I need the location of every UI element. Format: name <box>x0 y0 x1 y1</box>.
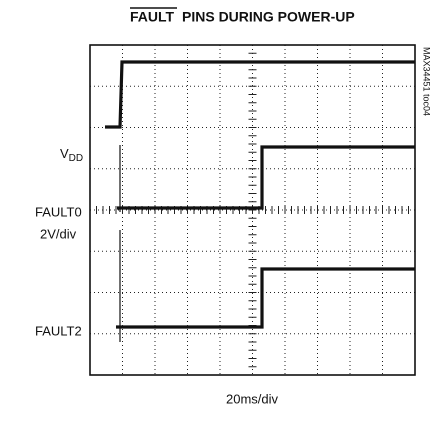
title-overlined: FAULT <box>130 9 175 25</box>
figure-id: MAX34451 toc04 <box>422 47 432 116</box>
vdd-main: V <box>60 146 69 161</box>
fault0-trace <box>117 145 415 210</box>
vertical-scale: 2V/div <box>40 226 77 241</box>
graticule-frame <box>89 44 416 376</box>
fault2-trace <box>116 267 415 329</box>
horizontal-scale: 20ms/div <box>226 391 279 406</box>
traces <box>105 60 415 342</box>
title: FAULT PINS DURING POWER-UP <box>130 7 355 25</box>
vdd-sub: DD <box>69 153 83 164</box>
title-rest: PINS DURING POWER-UP <box>182 9 355 25</box>
vdd-label: VDD <box>60 146 83 163</box>
fault2-label: FAULT2 <box>35 323 82 338</box>
fault0-label: FAULT0 <box>35 204 82 219</box>
vdd-trace <box>105 60 415 129</box>
